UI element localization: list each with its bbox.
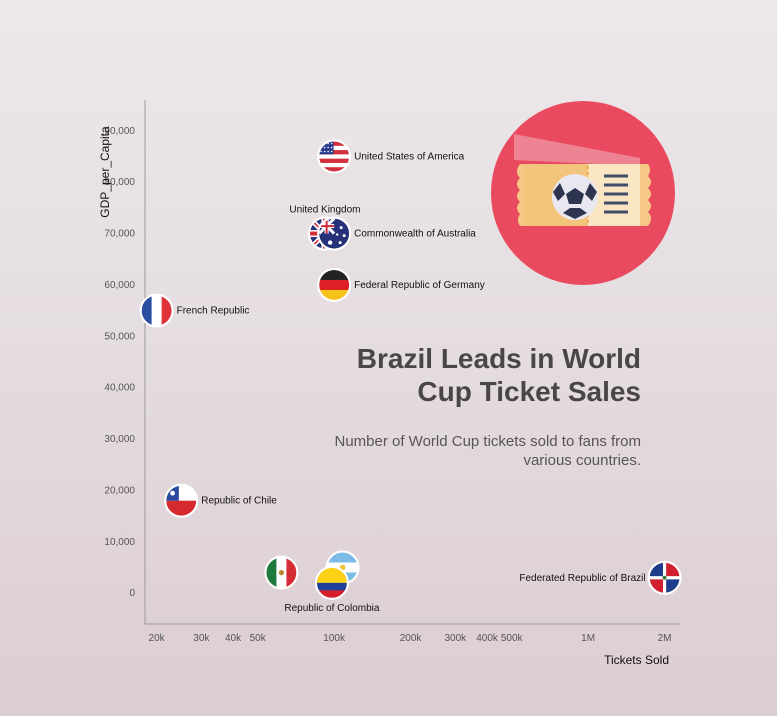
- point-federated-republic-of-brazil: [647, 560, 682, 595]
- y-axis-title: GDP_per_Capita: [98, 126, 112, 218]
- x-tick-label: 300k: [444, 633, 467, 644]
- x-tick-label: 40k: [225, 633, 242, 644]
- x-tick-label: 20k: [149, 633, 166, 644]
- x-tick-label: 1M: [581, 633, 595, 644]
- point-label: Republic of Colombia: [284, 603, 379, 614]
- point-republic-of-chile: [164, 483, 199, 518]
- x-tick-label: 200k: [400, 633, 423, 644]
- y-tick-label: 80,000: [104, 177, 135, 188]
- y-tick-label: 50,000: [104, 331, 135, 342]
- flag-icon: [316, 567, 347, 598]
- point-label: Federal Republic of Germany: [354, 280, 485, 291]
- point-label: United Kingdom: [289, 205, 360, 216]
- flag-icon: [266, 557, 297, 588]
- point-french-republic: [139, 293, 174, 328]
- point-republic-of-colombia: [314, 565, 349, 600]
- soccer-ticket-icon: [490, 100, 676, 291]
- y-tick-label: 40,000: [104, 383, 135, 394]
- y-tick-label: 30,000: [104, 434, 135, 445]
- flag-icon: [141, 295, 172, 326]
- x-tick-label: 500k: [501, 633, 524, 644]
- point-commonwealth-of-australia: [317, 216, 352, 251]
- y-tick-label: 0: [129, 588, 135, 599]
- point-federal-republic-of-germany: [317, 267, 352, 302]
- flag-icon: [319, 141, 350, 172]
- y-tick-label: 20,000: [104, 485, 135, 496]
- y-tick-label: 10,000: [104, 537, 135, 548]
- x-axis-title: Tickets Sold: [604, 653, 669, 667]
- flag-icon: [166, 485, 197, 516]
- point-label: Republic of Chile: [201, 496, 277, 507]
- point-label: French Republic: [177, 306, 250, 317]
- flag-icon: [319, 218, 350, 249]
- point-mexico: [264, 555, 299, 590]
- x-tick-label: 50k: [250, 633, 267, 644]
- flag-icon: [649, 562, 680, 593]
- flag-icon: [319, 269, 350, 300]
- y-tick-label: 70,000: [104, 229, 135, 240]
- chart-title: Brazil Leads in World Cup Ticket Sales: [356, 343, 641, 407]
- point-label: Commonwealth of Australia: [354, 229, 476, 240]
- x-tick-label: 2M: [658, 633, 672, 644]
- y-tick-label: 60,000: [104, 280, 135, 291]
- point-label: United States of America: [354, 152, 464, 163]
- x-tick-label: 100k: [323, 633, 346, 644]
- x-tick-label: 30k: [193, 633, 210, 644]
- chart-subtitle: Number of World Cup tickets sold to fans…: [334, 433, 641, 469]
- point-united-states-of-america: [317, 139, 352, 174]
- y-tick-label: 90,000: [104, 126, 135, 137]
- point-label: Federated Republic of Brazil: [519, 573, 645, 584]
- x-tick-label: 400k: [476, 633, 499, 644]
